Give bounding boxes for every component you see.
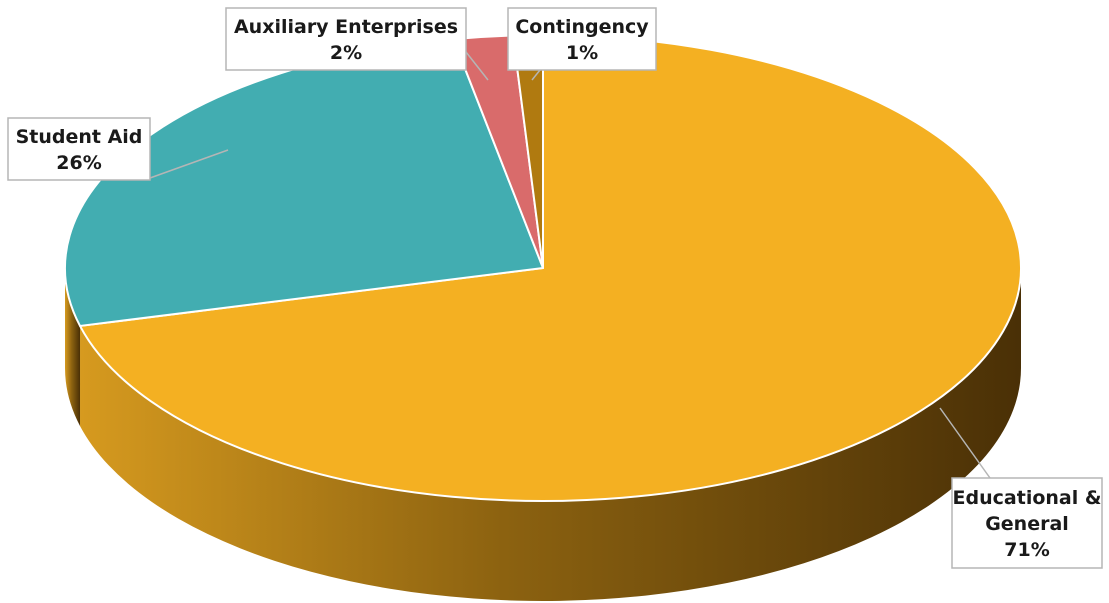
- pie-side-educational-general: [80, 268, 1021, 601]
- data-label-box: [951, 477, 1103, 569]
- data-label-name: General: [985, 513, 1069, 535]
- data-label-auxiliary-enterprises: Auxiliary Enterprises 2%: [225, 7, 467, 71]
- data-label-value: 26%: [56, 152, 101, 174]
- leader-line-layer: [149, 51, 991, 479]
- data-label-educational-general: Educational & General 71%: [951, 477, 1103, 569]
- data-label-box: [7, 117, 151, 181]
- data-label-value: 1%: [566, 42, 598, 64]
- data-label-name: Student Aid: [16, 126, 143, 148]
- data-label-value: 2%: [330, 42, 362, 64]
- data-label-box: [507, 7, 657, 71]
- pie-slice-educational-general: [79, 34, 1022, 502]
- pie-side-student-aid: [65, 268, 81, 426]
- data-label-value: 71%: [1004, 539, 1049, 561]
- pie-slice-layer: [64, 34, 1022, 502]
- leader-line-educational-general: [939, 407, 991, 479]
- leader-line-auxiliary-enterprises: [465, 51, 489, 81]
- data-label-name: Auxiliary Enterprises: [234, 16, 458, 38]
- pie-side-layer: [65, 268, 1021, 601]
- data-label-box: [225, 7, 467, 71]
- leader-line-contingency: [531, 69, 541, 81]
- data-label-name: Educational &: [953, 487, 1102, 509]
- data-label-student-aid: Student Aid 26%: [7, 117, 151, 181]
- leader-line-student-aid: [149, 149, 229, 179]
- data-label-name: Contingency: [515, 16, 649, 38]
- data-label-layer: Educational & General 71% Student Aid 26% Aux…: [7, 7, 1103, 569]
- data-label-contingency: Contingency 1%: [507, 7, 657, 71]
